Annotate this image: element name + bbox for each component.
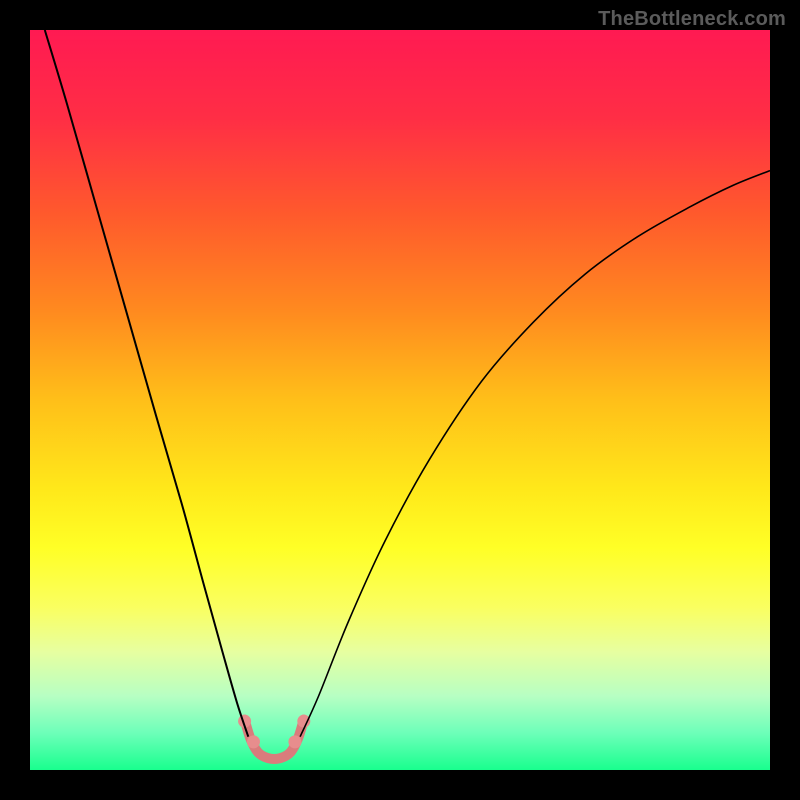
valley-marker (247, 735, 260, 748)
curves-layer (30, 30, 770, 770)
valley-marker (297, 715, 310, 728)
watermark-text: TheBottleneck.com (598, 8, 786, 31)
curve-left (45, 30, 249, 737)
valley-marker (288, 735, 301, 748)
image-root: TheBottleneck.com (0, 0, 800, 800)
plot-area (30, 30, 770, 770)
curve-right (300, 171, 770, 737)
